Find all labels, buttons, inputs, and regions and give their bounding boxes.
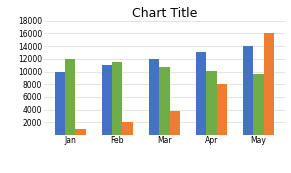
- Bar: [102, 65, 112, 135]
- Legend: East, Central, West: East, Central, West: [113, 171, 216, 173]
- Bar: [123, 122, 133, 135]
- Bar: [149, 59, 159, 135]
- Bar: [55, 71, 65, 135]
- Bar: [243, 46, 253, 135]
- Bar: [253, 74, 264, 135]
- Bar: [206, 71, 217, 135]
- Bar: [159, 67, 170, 135]
- Bar: [196, 52, 206, 135]
- Bar: [65, 59, 75, 135]
- Bar: [170, 111, 180, 135]
- Bar: [264, 33, 274, 135]
- Bar: [75, 129, 86, 135]
- Title: Chart Title: Chart Title: [132, 7, 197, 20]
- Bar: [112, 62, 123, 135]
- Bar: [217, 84, 227, 135]
